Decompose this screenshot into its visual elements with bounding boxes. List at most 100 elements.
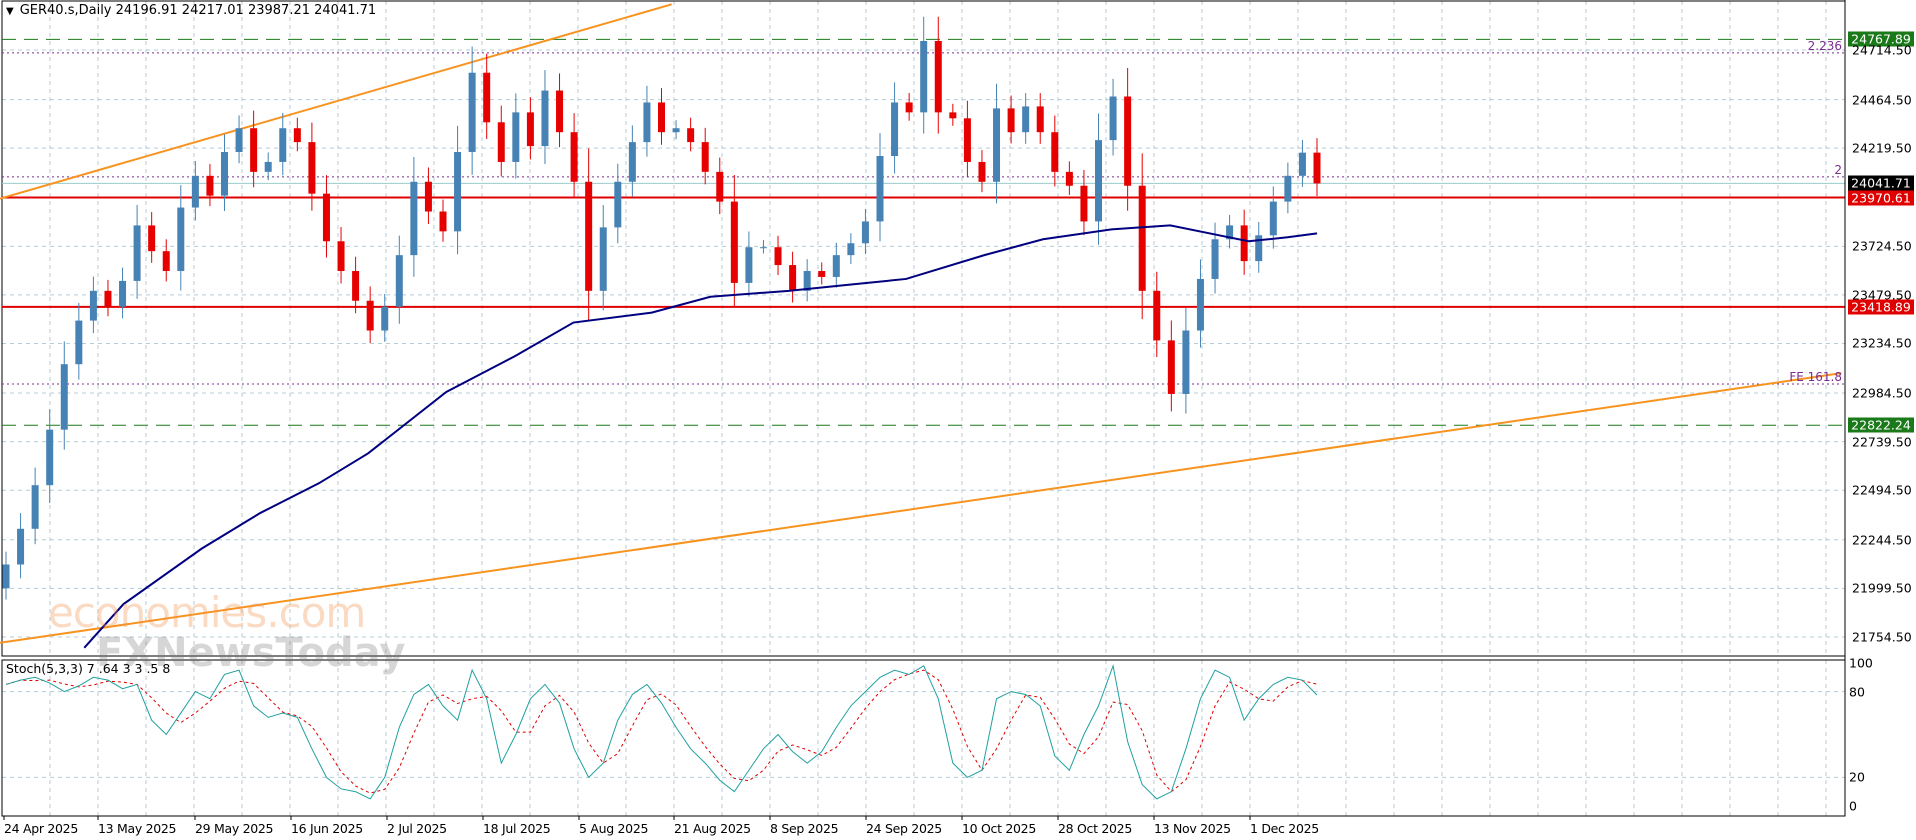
candle-bullish xyxy=(1226,225,1234,240)
price-axis-tick: 22494.50 xyxy=(1852,482,1912,498)
symbol-label: GER40.s,Daily xyxy=(19,3,112,18)
candle-bullish xyxy=(177,207,185,272)
candle-bullish xyxy=(614,181,622,228)
candle-bearish xyxy=(963,118,971,162)
price-axis-tick: 23479.50 xyxy=(1852,287,1912,303)
stoch-axis-tick: 100 xyxy=(1849,655,1873,671)
candle-bearish xyxy=(366,300,374,331)
candle-bullish xyxy=(599,227,607,291)
moving-average-line xyxy=(83,224,1318,649)
candle-bullish xyxy=(759,247,767,249)
time-axis-tick: 5 Aug 2025 xyxy=(579,821,649,836)
candle-bullish xyxy=(2,564,10,589)
time-axis-tick: 13 Nov 2025 xyxy=(1154,821,1231,836)
candle-bearish xyxy=(585,181,593,291)
price-axis-tick: 23234.50 xyxy=(1852,335,1912,351)
trendline xyxy=(0,372,1842,644)
candle-bullish xyxy=(1284,175,1292,202)
candle-bearish xyxy=(949,112,957,119)
candle-bullish xyxy=(832,255,840,277)
watermark-fxnewstoday: FXNewsToday xyxy=(96,630,406,676)
candle-bearish xyxy=(308,142,316,194)
ohlc-readout: 24196.91 24217.01 23987.21 24041.71 xyxy=(115,3,377,18)
candle-bullish xyxy=(891,102,899,156)
candle-bearish xyxy=(322,193,330,242)
stoch-axis-tick: 20 xyxy=(1849,769,1865,785)
time-axis-tick: 2 Jul 2025 xyxy=(387,821,447,836)
candle-bearish xyxy=(570,132,578,182)
candle-bullish xyxy=(381,306,389,331)
price-label-24767.89: 24767.89 xyxy=(1848,31,1914,47)
candle-bullish xyxy=(235,128,243,153)
candle-bullish xyxy=(1196,278,1204,331)
candle-bearish xyxy=(818,271,826,277)
time-axis-tick: 28 Oct 2025 xyxy=(1058,821,1132,836)
time-axis-tick: 13 May 2025 xyxy=(98,821,177,836)
candle-bearish xyxy=(978,161,986,182)
candle-bullish xyxy=(191,175,199,208)
candle-bullish xyxy=(468,72,476,153)
candle-bearish xyxy=(206,175,214,196)
candle-bearish xyxy=(337,241,345,272)
candle-bullish xyxy=(876,155,884,222)
candle-bullish xyxy=(1022,106,1030,133)
candle-bearish xyxy=(1007,108,1015,133)
candle-bearish xyxy=(1153,290,1161,341)
fib-label: FE 161.8 xyxy=(1789,370,1842,385)
trendline xyxy=(0,3,672,200)
candle-bullish xyxy=(454,152,462,232)
candle-bearish xyxy=(293,128,301,143)
stoch-main-line xyxy=(5,663,1318,800)
price-axis-tick: 24219.50 xyxy=(1852,140,1912,156)
stoch-signal-line xyxy=(5,669,1318,794)
candle-bearish xyxy=(1313,152,1321,184)
price-axis-tick: 21999.50 xyxy=(1852,580,1912,596)
candle-bearish xyxy=(789,265,797,291)
price-axis-tick: 23724.50 xyxy=(1852,238,1912,254)
candle-bullish xyxy=(410,181,418,256)
time-axis-tick: 24 Apr 2025 xyxy=(4,821,78,836)
candle-bearish xyxy=(1167,340,1175,394)
candle-bullish xyxy=(264,161,272,172)
price-axis-tick: 24714.50 xyxy=(1852,42,1912,58)
price-label-24041.71: 24041.71 xyxy=(1848,175,1914,191)
candle-bearish xyxy=(556,90,564,133)
candle-bearish xyxy=(250,128,258,172)
candle-bearish xyxy=(1065,171,1073,186)
candle-bearish xyxy=(658,102,665,133)
candle-bearish xyxy=(701,142,709,172)
candle-bearish xyxy=(148,225,156,252)
candle-bearish xyxy=(162,251,170,272)
price-axis-tick: 22739.50 xyxy=(1852,434,1912,450)
candle-bullish xyxy=(221,152,228,196)
candle-bearish xyxy=(905,102,913,113)
chart-header: ▼ GER40.s,Daily 24196.91 24217.01 23987.2… xyxy=(6,3,376,18)
candle-bullish xyxy=(17,528,25,565)
stochastic-label: Stoch(5,3,3) 7 .64 3 3 .5 8 xyxy=(6,661,171,676)
candle-bullish xyxy=(279,128,287,162)
candle-bullish xyxy=(89,290,97,321)
candle-bullish xyxy=(395,255,403,307)
collapse-triangle-icon[interactable]: ▼ xyxy=(6,6,14,17)
fib-label: 2 xyxy=(1834,162,1842,177)
candle-bullish xyxy=(512,112,520,162)
candle-bearish xyxy=(1080,185,1088,222)
candle-bullish xyxy=(1269,201,1277,236)
time-axis-tick: 21 Aug 2025 xyxy=(674,821,751,836)
time-axis-tick: 18 Jul 2025 xyxy=(483,821,551,836)
stoch-axis-tick: 0 xyxy=(1849,798,1857,814)
candle-bearish xyxy=(104,290,112,307)
candle-bearish xyxy=(497,122,505,162)
candle-bullish xyxy=(803,271,811,291)
candle-bearish xyxy=(1036,106,1044,133)
candle-bullish xyxy=(643,102,651,143)
stoch-panel-frame xyxy=(1,659,1846,817)
candle-bearish xyxy=(1124,96,1132,186)
stoch-axis-tick: 80 xyxy=(1849,684,1865,700)
time-axis-tick: 24 Sep 2025 xyxy=(866,821,942,836)
candle-bearish xyxy=(730,201,738,283)
price-axis-tick: 22244.50 xyxy=(1852,532,1912,548)
candle-bullish xyxy=(1109,96,1117,141)
candle-bullish xyxy=(672,128,680,133)
